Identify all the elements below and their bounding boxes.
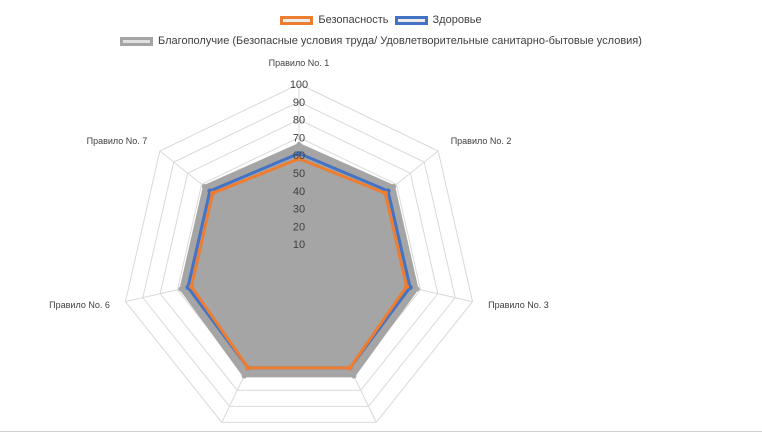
- legend-swatch-wellbeing: [120, 36, 154, 46]
- grid-ring-9: [142, 101, 456, 407]
- series-1-area: [179, 143, 419, 378]
- series-1-point-1: [296, 141, 302, 148]
- legend-item-health[interactable]: Здоровье: [394, 14, 482, 26]
- legend-item-wellbeing[interactable]: Благополучие (Безопасные условия труда/ …: [120, 35, 642, 47]
- category-label-7: Правило No. 7: [87, 136, 148, 146]
- series-1-point-7: [201, 183, 207, 190]
- series-3-point-1: [296, 156, 302, 162]
- series-1-point-5: [241, 373, 247, 379]
- tick-label-9: 90: [293, 97, 305, 109]
- series-3-point-3: [403, 283, 410, 290]
- series-3-point-7: [210, 190, 216, 196]
- series-1-point-4: [351, 373, 357, 379]
- tick-label-7: 70: [293, 132, 305, 144]
- series-1-point-6: [178, 286, 184, 292]
- grid-ring-10: [124, 83, 474, 423]
- series-2-point-1: [296, 150, 302, 157]
- legend-swatch-health: [394, 15, 428, 25]
- tick-label-5: 50: [293, 168, 305, 180]
- tick-label-4: 40: [293, 186, 305, 198]
- tick-label-2: 20: [293, 221, 305, 233]
- grid-ring-8: [159, 119, 439, 391]
- category-label-3: Правило No. 3: [488, 300, 549, 310]
- category-label-2: Правило No. 2: [451, 136, 512, 146]
- series-1-point-2: [391, 183, 397, 190]
- series-1-point-3: [414, 286, 420, 292]
- tick-label-1: 10: [293, 239, 305, 251]
- legend-row-2: Благополучие (Безопасные условия труда/ …: [0, 35, 762, 47]
- series-3-point-4: [347, 365, 353, 371]
- tick-label-6: 60: [293, 150, 305, 162]
- series-3-point-5: [245, 365, 251, 371]
- tick-label-3: 30: [293, 204, 305, 216]
- legend-swatch-safety: [280, 15, 314, 25]
- legend-label-wellbeing: Благополучие (Безопасные условия труда/ …: [158, 35, 642, 47]
- legend-row-1: Безопасность Здоровье: [0, 14, 762, 26]
- legend-label-safety: Безопасность: [318, 14, 389, 26]
- tick-label-8: 80: [293, 115, 305, 127]
- series-3-point-6: [188, 283, 195, 290]
- category-label-1: Правило No. 1: [269, 58, 330, 68]
- series-3-point-2: [382, 190, 388, 196]
- series-3-area: [189, 157, 409, 370]
- tick-label-10: 100: [290, 79, 308, 91]
- category-label-6: Правило No. 6: [49, 300, 110, 310]
- legend-label-health: Здоровье: [432, 14, 482, 26]
- legend-item-safety[interactable]: Безопасность: [280, 14, 389, 26]
